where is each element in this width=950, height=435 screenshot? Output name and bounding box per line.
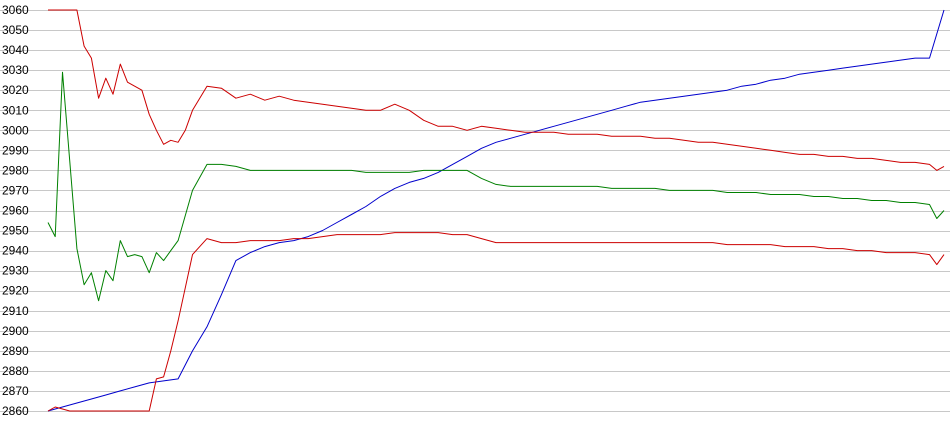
y-tick-label: 3040 (2, 43, 29, 57)
y-tick-label: 2970 (2, 183, 29, 197)
series-line-4 (47, 232, 945, 412)
y-tick-label: 3010 (2, 103, 29, 117)
y-tick-label: 2960 (2, 204, 29, 218)
y-tick-label: 2890 (2, 344, 29, 358)
y-tick-label: 2980 (2, 163, 29, 177)
y-tick-label: 2880 (2, 364, 29, 378)
y-tick-label: 3000 (2, 123, 29, 137)
y-tick-label: 3060 (2, 3, 29, 17)
y-tick-label: 2950 (2, 224, 29, 238)
y-tick-label: 3030 (2, 63, 29, 77)
series-lines (47, 9, 945, 412)
y-axis-tick-labels: 2860 2870 2880 2890 2900 2910 2920 2930 2940 2950… (2, 3, 29, 418)
y-tick-label: 3050 (2, 23, 29, 37)
series-line-3 (47, 71, 945, 302)
series-line-2 (48, 9, 945, 171)
y-tick-label: 2870 (2, 384, 29, 398)
y-tick-label: 2990 (2, 143, 29, 157)
y-tick-label: 2920 (2, 284, 29, 298)
y-tick-label: 3020 (2, 83, 29, 97)
y-tick-label: 2910 (2, 304, 29, 318)
y-tick-label: 2930 (2, 264, 29, 278)
y-tick-label: 2940 (2, 244, 29, 258)
y-tick-label: 2900 (2, 324, 29, 338)
series-line-1 (47, 9, 945, 412)
grid-lines (0, 10, 950, 412)
y-tick-label: 2860 (2, 404, 29, 418)
